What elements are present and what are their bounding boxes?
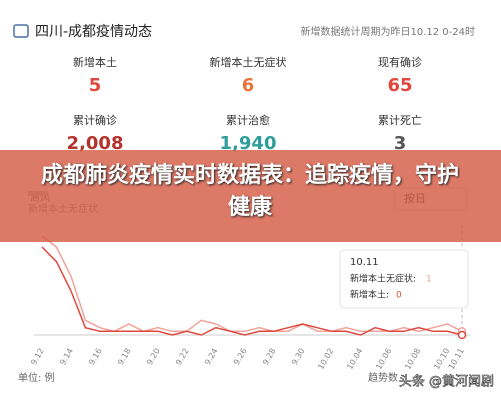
stat-label: 累计确诊 [73,113,117,127]
tooltip-label: 新增本土: [350,289,389,301]
unit-label: 单位: 例 [18,371,55,384]
stat-label: 新增本土 [73,55,117,69]
tooltip-value: 1 [426,275,432,285]
stats-grid: 新增本土 5 新增本土无症状 6 现有确诊 65 累计确诊 2,008 累计治愈 1,940 累计死… [67,55,422,154]
stat-value: 5 [89,75,102,96]
tooltip-box [339,249,469,309]
banner [0,150,501,242]
banner-text: 成都肺炎疫情实时数据表：追踪疫情，守护健康 [40,163,459,220]
source-label: 趋势数 [368,371,398,384]
tooltip-title: 10.11 [350,257,379,268]
stat-label: 累计死亡 [378,113,422,127]
series-point [457,330,467,340]
stat-value: 65 [387,75,412,96]
tooltip-value: 0 [396,291,402,301]
stat-value: 1,940 [220,133,277,154]
tooltip-label: 新增本土无症状: [350,273,416,285]
stat-value: 3 [394,133,407,154]
header-icon [13,24,29,38]
tooltip: 10.11 新增本土无症状: 1 新增本土: 0 [339,249,469,309]
stat-value: 6 [242,75,255,96]
stat-label: 新增本土无症状 [210,55,287,69]
banner-text-box: 成都肺炎疫情实时数据表：追踪疫情，守护健康 [40,163,459,220]
stat-value: 2,008 [67,133,124,154]
stat-label: 现有确诊 [378,55,422,69]
header-note: 新增数据统计周期为昨日10.12 0-24时 [300,25,475,38]
header-title: 四川-成都疫情动态 [35,24,152,40]
watermark: 头条 @黄河闻剧 [399,374,494,390]
stat-label: 累计治愈 [226,113,270,127]
series-line [41,246,463,336]
